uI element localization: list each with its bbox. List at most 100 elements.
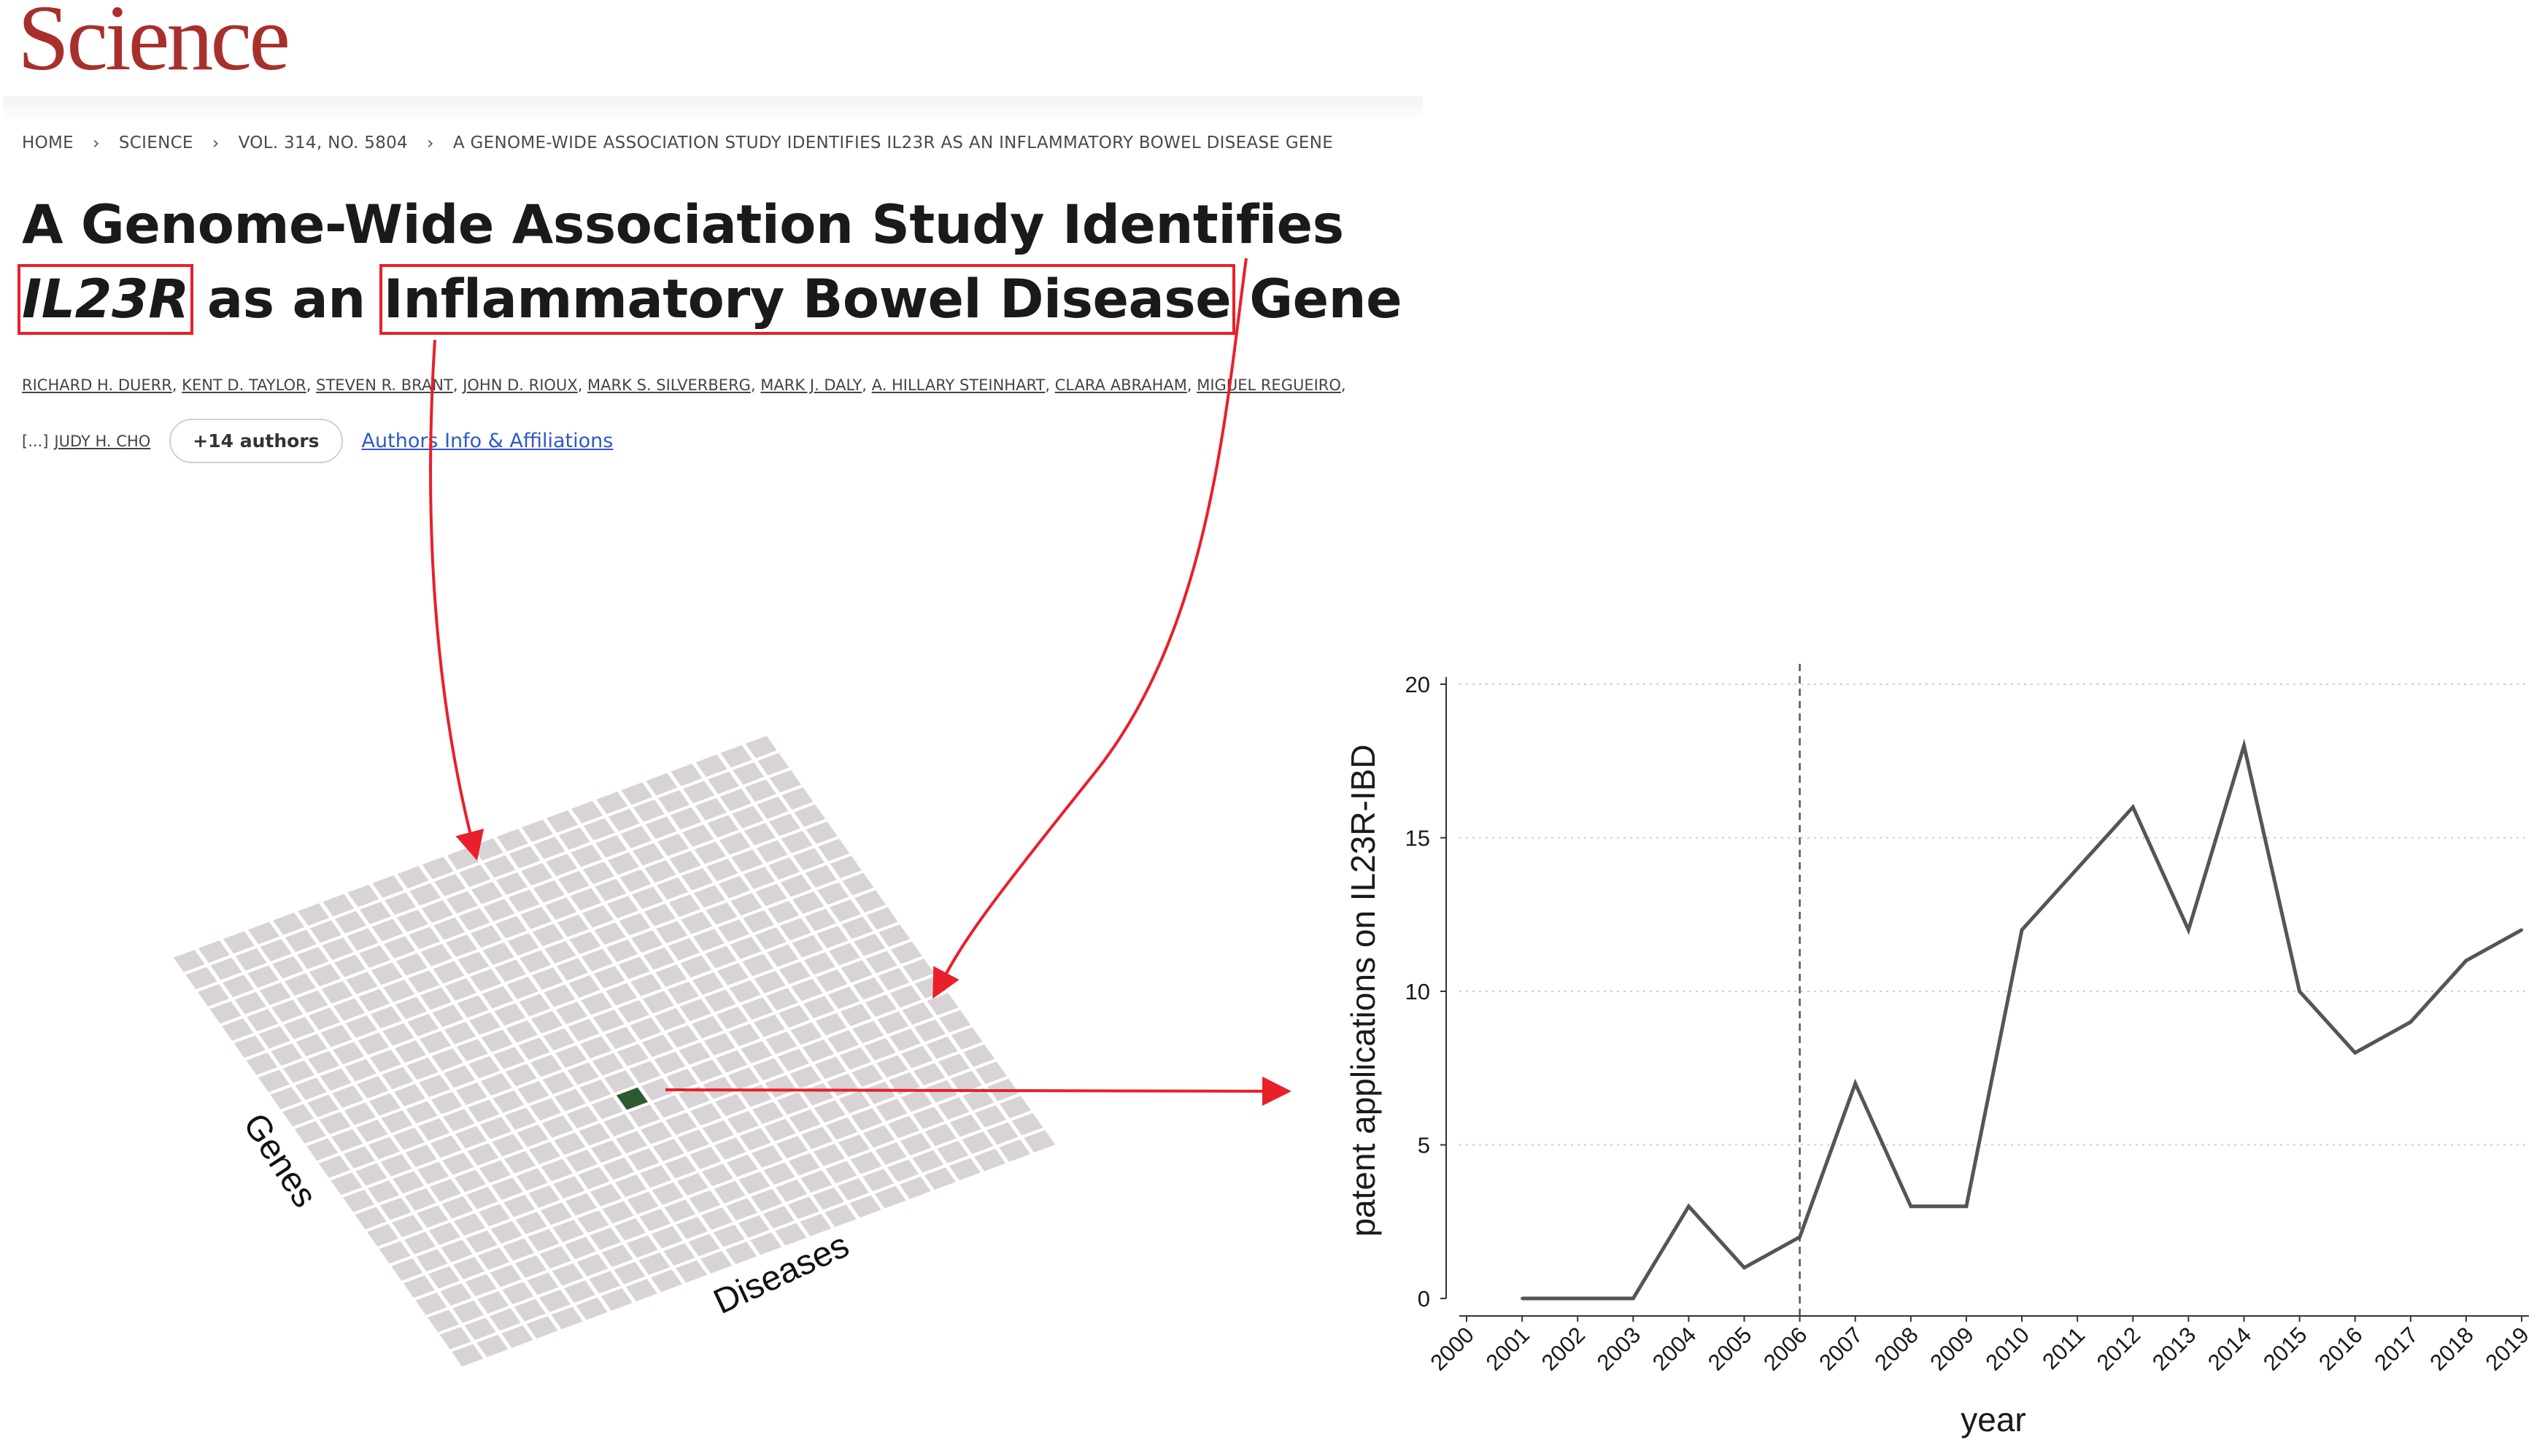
grid-cell (837, 1177, 870, 1201)
grid-cell (571, 800, 603, 824)
grid-cell (517, 1080, 549, 1104)
grid-cell (479, 1160, 511, 1183)
grid-cell (924, 1167, 956, 1190)
grid-cell (282, 1060, 315, 1083)
grid-cell (768, 857, 800, 880)
grid-cell (403, 1231, 436, 1255)
data-point (2076, 867, 2079, 870)
series-line (1522, 738, 2523, 1301)
grid-cell (323, 894, 355, 917)
breadcrumb-science[interactable]: SCIENCE (118, 133, 193, 152)
grid-cell (258, 1026, 290, 1049)
grid-cell (801, 1126, 833, 1150)
author-separator: , (306, 376, 317, 394)
grid-cell (806, 821, 838, 845)
grid-cell (385, 892, 417, 915)
grid-cell (308, 1050, 340, 1074)
authors-ellipsis: [...] (22, 432, 49, 450)
grid-cell (580, 1036, 612, 1059)
grid-cell (379, 1197, 412, 1220)
grid-cell (409, 926, 441, 950)
grid-cell (639, 1209, 671, 1232)
grid-cell (865, 950, 897, 974)
grid-cell (430, 1091, 463, 1115)
author-link[interactable]: A. HILLARY STEINHART (871, 376, 1046, 394)
grid-cell (665, 1155, 697, 1179)
data-point (2187, 928, 2190, 932)
grid-cell (741, 997, 773, 1021)
grid-cell (641, 1121, 673, 1145)
chevron-right-icon: › (92, 133, 100, 153)
grid-cell (763, 1162, 795, 1185)
grid-cell (408, 970, 440, 994)
grid-cell (383, 979, 415, 1002)
grid-cell (850, 1151, 882, 1174)
grid-cell (827, 1073, 859, 1096)
title-gene-highlight: IL23R (18, 264, 193, 335)
grid-cell (482, 985, 514, 1009)
grid-cell (717, 963, 749, 986)
grid-cell (372, 875, 404, 898)
grid-cell (504, 1150, 536, 1174)
grid-cell (540, 1202, 572, 1225)
grid-cell (493, 1046, 525, 1069)
grid-cell (552, 1219, 584, 1242)
grid-cell (295, 1077, 327, 1101)
grid-cell (817, 882, 849, 905)
grid-cell (557, 870, 590, 894)
author-link[interactable]: KENT D. TAYLOR (182, 376, 306, 394)
author-link[interactable]: JOHN D. RIOUX (463, 376, 578, 394)
grid-cell (625, 1279, 657, 1302)
author-link[interactable]: STEVEN R. BRANT (316, 376, 453, 394)
breadcrumb-volume[interactable]: VOL. 314, NO. 5804 (238, 133, 408, 152)
grid-cell (296, 1034, 328, 1057)
author-link[interactable]: JUDY H. CHO (54, 432, 151, 450)
grid-cell (479, 1116, 511, 1139)
y-tick-label: 0 (1418, 1286, 1430, 1312)
data-point (2020, 928, 2024, 932)
author-link[interactable]: CLARA ABRAHAM (1054, 376, 1187, 394)
grid-cell (583, 818, 615, 841)
author-link[interactable]: RICHARD H. DUERR (22, 376, 172, 394)
breadcrumb-home[interactable]: HOME (22, 133, 74, 152)
grid-cell (680, 955, 712, 978)
grid-cell (478, 1247, 510, 1271)
grid-cell (605, 1026, 637, 1050)
data-point (1964, 1204, 1968, 1208)
grid-cell (593, 966, 625, 989)
arrow-gene-to-grid (932, 257, 1248, 999)
affiliations-link[interactable]: Authors Info & Affiliations (361, 430, 614, 452)
grid-cell (692, 929, 725, 952)
data-point (1909, 1204, 1912, 1208)
grid-cell (247, 965, 279, 988)
breadcrumb-article: A GENOME-WIDE ASSOCIATION STUDY IDENTIFI… (452, 133, 1334, 152)
x-tick-label: 2005 (1703, 1322, 1757, 1376)
x-tick-label: 2015 (2258, 1322, 2312, 1376)
grid-cell (668, 894, 700, 918)
grid-cell (446, 891, 478, 914)
grid-cell (271, 1043, 303, 1066)
more-authors-button[interactable]: +14 authors (169, 419, 343, 463)
grid-cell (794, 804, 826, 827)
grid-cell (272, 956, 304, 979)
grid-genes-label: Genes (236, 1107, 324, 1214)
grid-cell (815, 1012, 847, 1036)
grid-cell (792, 934, 824, 958)
grid-cell (429, 1179, 461, 1202)
grid-cell (444, 1021, 476, 1045)
author-link[interactable]: MARK S. SILVERBERG (587, 376, 751, 394)
x-tick-label: 2008 (1869, 1322, 1923, 1376)
grid-cell (347, 884, 379, 907)
grid-cell (466, 1230, 498, 1253)
grid-cell (678, 1085, 710, 1109)
gene-disease-grid (173, 735, 1056, 1367)
data-point (1853, 1082, 1857, 1085)
author-link[interactable]: MARK J. DALY (760, 376, 862, 394)
science-logo[interactable]: Science (18, 0, 290, 90)
grid-cell (706, 859, 738, 882)
title-text: as an (188, 268, 384, 330)
grid-cell (503, 1194, 536, 1217)
author-link[interactable]: MIGUEL REGUEIRO (1197, 376, 1341, 394)
grid-cell (812, 1187, 844, 1210)
grid-cell (345, 1015, 377, 1038)
